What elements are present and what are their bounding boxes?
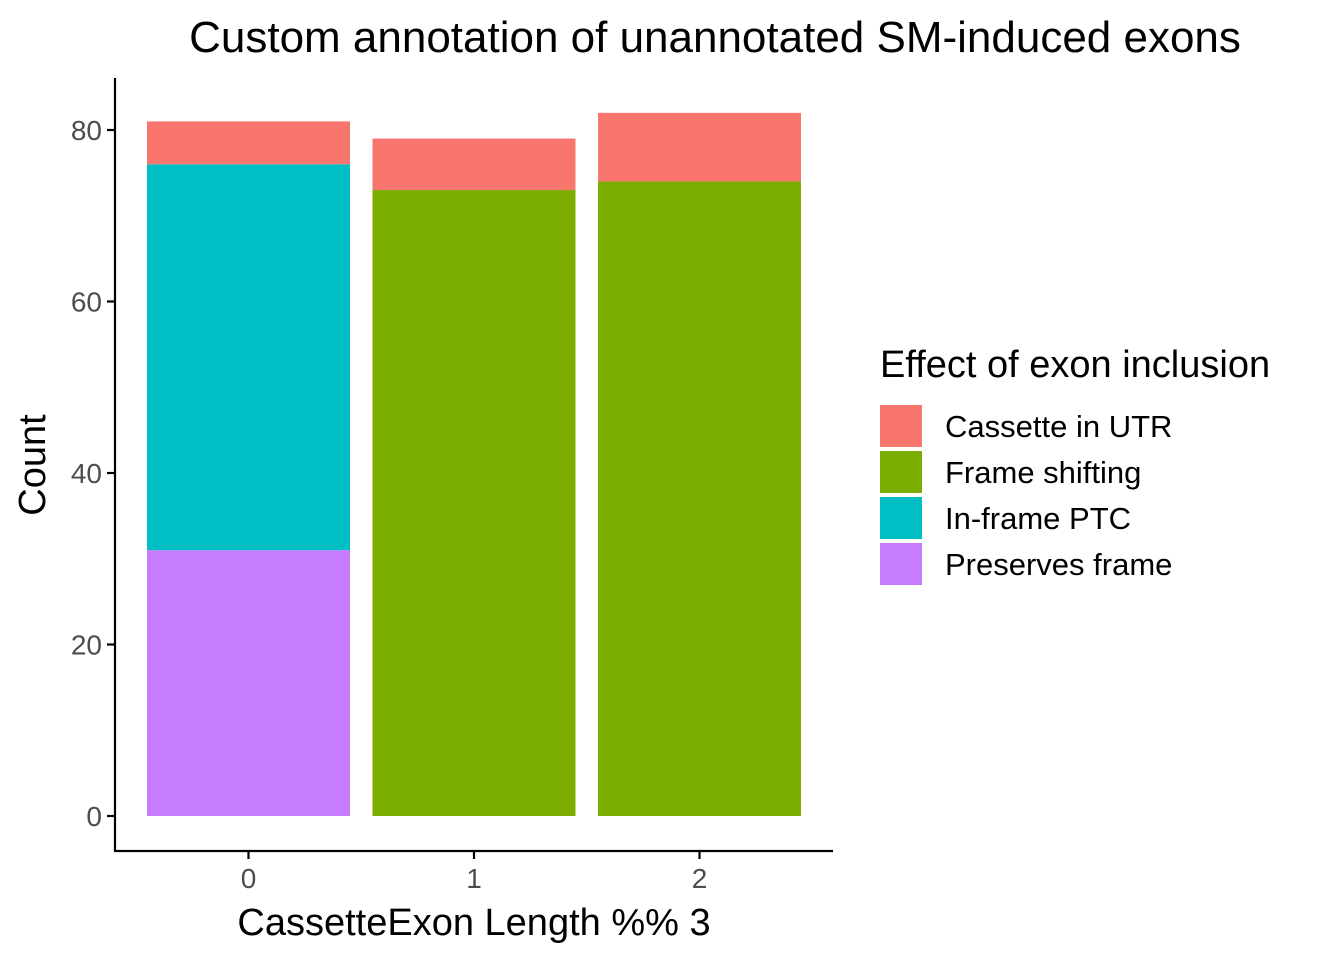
legend-title: Effect of exon inclusion	[880, 344, 1270, 386]
bar-segment-frame-shifting-cat-1	[372, 190, 576, 816]
y-tick-label: 40	[71, 458, 102, 489]
legend-label: In-frame PTC	[945, 501, 1131, 536]
y-tick-label: 20	[71, 630, 102, 661]
bar-segment-cassette-in-utr-cat-0	[147, 121, 350, 165]
x-tick-label: 1	[466, 863, 482, 894]
chart-title: Custom annotation of unannotated SM-indu…	[189, 13, 1241, 62]
bar-segment-frame-shifting-cat-2	[598, 181, 801, 816]
legend-label: Cassette in UTR	[945, 409, 1172, 444]
y-axis-title: Count	[12, 414, 54, 516]
legend-key-frame-shifting	[880, 451, 922, 493]
bars-layer	[147, 112, 801, 816]
legend-key-in-frame-ptc	[880, 497, 922, 539]
legend-label: Preserves frame	[945, 547, 1172, 582]
legend-key-cassette-in-utr	[880, 405, 922, 447]
bar-segment-preserves-frame-cat-0	[147, 550, 350, 816]
legend-key-preserves-frame	[880, 543, 922, 585]
x-axis-title: CassetteExon Length %% 3	[237, 902, 710, 944]
x-tick-label: 2	[692, 863, 708, 894]
y-tick-label: 60	[71, 287, 102, 318]
y-tick-label: 0	[86, 801, 102, 832]
x-ticks: 0 1 2	[241, 851, 708, 894]
y-ticks: 0 20 40 60 80	[71, 115, 115, 832]
bar-segment-in-frame-ptc-cat-0	[147, 164, 350, 551]
legend: Effect of exon inclusion Cassette in UTR…	[880, 344, 1270, 585]
legend-label: Frame shifting	[945, 455, 1141, 490]
x-tick-label: 0	[241, 863, 257, 894]
legend-items: Cassette in UTR Frame shifting In-frame PT…	[880, 405, 1172, 585]
bar-segment-cassette-in-utr-cat-1	[372, 138, 576, 191]
bar-segment-cassette-in-utr-cat-2	[598, 112, 801, 182]
y-tick-label: 80	[71, 115, 102, 146]
